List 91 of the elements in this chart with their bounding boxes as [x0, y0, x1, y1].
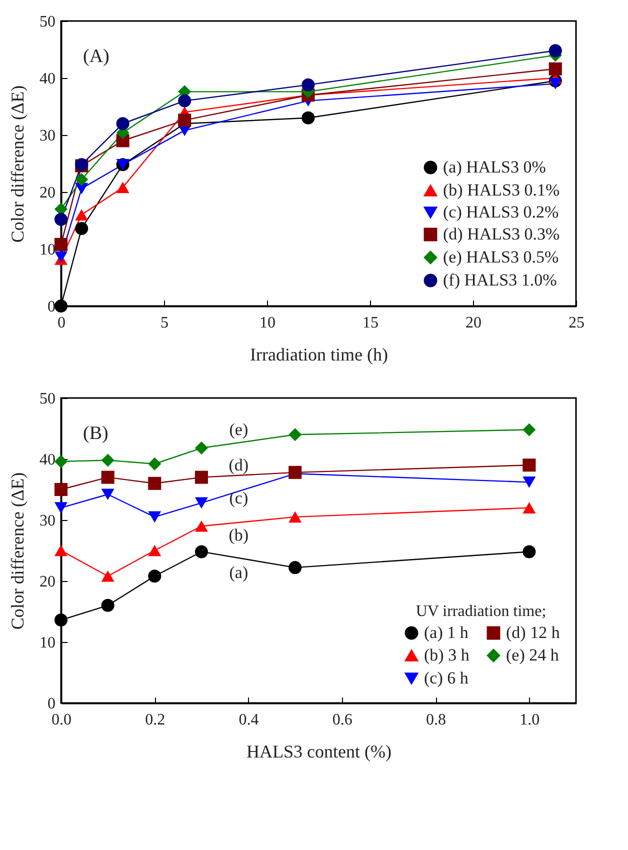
x-tick-label: 20	[466, 314, 482, 332]
point	[101, 570, 114, 582]
point	[54, 251, 68, 263]
annotation: (d)	[228, 456, 249, 475]
legend-label: (e) HALS3 0.5%	[443, 248, 559, 266]
x-tick-label: 25	[568, 314, 584, 332]
x-tick-label: 1.0	[520, 712, 540, 728]
point	[54, 299, 68, 313]
point	[116, 182, 130, 194]
annotation: (b)	[228, 525, 249, 544]
y-tick-label: 10	[40, 634, 56, 652]
x-tick-label: 0.8	[426, 712, 446, 728]
point	[54, 454, 68, 468]
legend-label: (c) HALS3 0.2%	[443, 202, 559, 222]
point	[148, 511, 162, 523]
legend-label: (a) 1 h	[424, 622, 469, 642]
y-tick-label: 30	[40, 512, 56, 530]
y-tick-label: 40	[40, 452, 56, 468]
point	[548, 62, 562, 76]
legend-label: (e) 24 h	[506, 646, 560, 664]
legend-label: (b) HALS3 0.1%	[443, 180, 560, 200]
point	[178, 94, 192, 108]
point	[194, 470, 208, 484]
y-tick-label: 0	[48, 696, 56, 712]
y-axis-title: Color difference (ΔE)	[8, 472, 28, 630]
annotation: (a)	[229, 563, 248, 582]
x-tick-label: 0.6	[332, 712, 352, 728]
point	[148, 570, 162, 583]
legend-label: (a) HALS3 0%	[443, 158, 546, 176]
y-tick-label: 0	[48, 298, 56, 316]
point	[288, 466, 302, 479]
point	[194, 442, 208, 455]
x-tick-label: 10	[260, 314, 276, 332]
y-tick-label: 10	[40, 242, 56, 258]
point	[288, 428, 302, 442]
point	[302, 111, 315, 124]
x-axis-title: HALS3 content (%)	[246, 742, 392, 762]
point	[54, 238, 68, 251]
point	[101, 598, 114, 612]
point	[178, 114, 192, 127]
point	[194, 497, 208, 509]
point	[101, 470, 114, 484]
x-tick-label: 15	[362, 314, 378, 332]
y-tick-label: 50	[40, 390, 56, 408]
x-tick-label: 0.4	[238, 712, 259, 728]
point	[75, 222, 88, 235]
legend-label: (b) 3 h	[424, 646, 470, 664]
legend-label: (d) HALS3 0.3%	[443, 224, 560, 244]
annotation: (c)	[229, 488, 248, 508]
x-tick-label: 5	[160, 314, 168, 332]
point	[522, 545, 536, 558]
y-axis-title: Color difference (ΔE)	[8, 85, 28, 243]
y-tick-label: 40	[40, 70, 56, 88]
x-axis-title: Irradiation time (h)	[250, 344, 388, 364]
point	[75, 172, 88, 186]
point	[148, 476, 162, 490]
x-tick-label: 0.2	[145, 712, 166, 728]
y-tick-label: 50	[40, 14, 56, 30]
point	[101, 488, 114, 500]
legend-label: (d) 12 h	[506, 622, 560, 642]
y-tick-label: 20	[40, 574, 56, 590]
y-tick-label: 20	[40, 184, 56, 202]
point	[116, 117, 130, 130]
point	[288, 561, 302, 574]
annotation: (e)	[229, 420, 248, 440]
point	[548, 44, 562, 58]
legend-title: UV irradiation time;	[416, 603, 546, 620]
annotation: (B)	[83, 423, 108, 444]
point	[522, 458, 536, 472]
legend-label: (f) HALS3 1.0%	[443, 270, 557, 290]
point	[148, 457, 162, 470]
point	[194, 520, 208, 532]
point	[302, 78, 315, 92]
point	[522, 476, 536, 488]
point	[148, 544, 162, 556]
point	[54, 614, 68, 627]
legend-label: (c) 6 h	[424, 668, 469, 688]
point	[54, 482, 68, 496]
point	[522, 423, 536, 436]
point	[54, 212, 68, 226]
point	[194, 545, 208, 558]
point	[75, 209, 88, 220]
point	[54, 502, 68, 514]
y-tick-label: 30	[40, 128, 56, 144]
point	[54, 544, 68, 556]
point	[548, 78, 562, 90]
point	[522, 502, 536, 514]
point	[101, 454, 114, 467]
annotation: (A)	[83, 46, 110, 67]
x-tick-label: 0.0	[52, 712, 72, 728]
point	[288, 511, 302, 523]
